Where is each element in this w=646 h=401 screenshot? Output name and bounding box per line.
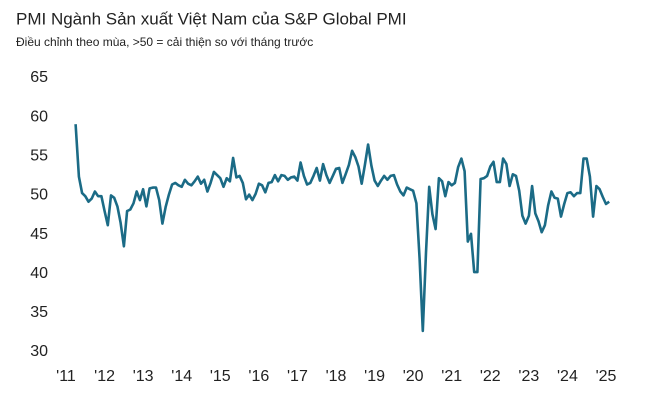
y-tick-label: 60 (30, 108, 48, 125)
y-tick-label: 35 (30, 304, 48, 321)
series-line (74, 124, 610, 333)
y-tick-label: 50 (30, 187, 48, 204)
x-tick-label: '17 (287, 368, 308, 385)
y-tick-label: 40 (30, 265, 48, 282)
x-tick-label: '16 (248, 368, 269, 385)
chart-title: PMI Ngành Sản xuất Việt Nam của S&P Glob… (16, 9, 407, 28)
x-tick-label: '25 (596, 368, 617, 385)
x-tick-label: '22 (480, 368, 501, 385)
x-tick-label: '19 (364, 368, 385, 385)
y-tick-label: 65 (30, 69, 48, 86)
y-tick-label: 30 (30, 343, 48, 360)
x-tick-label: '14 (171, 368, 192, 385)
x-tick-label: '24 (557, 368, 578, 385)
x-tick-label: '21 (441, 368, 462, 385)
x-tick-label: '12 (94, 368, 115, 385)
x-tick-label: '18 (326, 368, 347, 385)
x-tick-label: '11 (56, 368, 76, 385)
x-tick-label: '15 (210, 368, 231, 385)
x-tick-label: '23 (518, 368, 539, 385)
x-tick-label: '13 (133, 368, 154, 385)
y-tick-label: 55 (30, 148, 48, 165)
x-tick-label: '20 (403, 368, 424, 385)
chart-subtitle: Điều chỉnh theo mùa, >50 = cải thiện so … (16, 35, 313, 49)
y-tick-label: 45 (30, 226, 48, 243)
